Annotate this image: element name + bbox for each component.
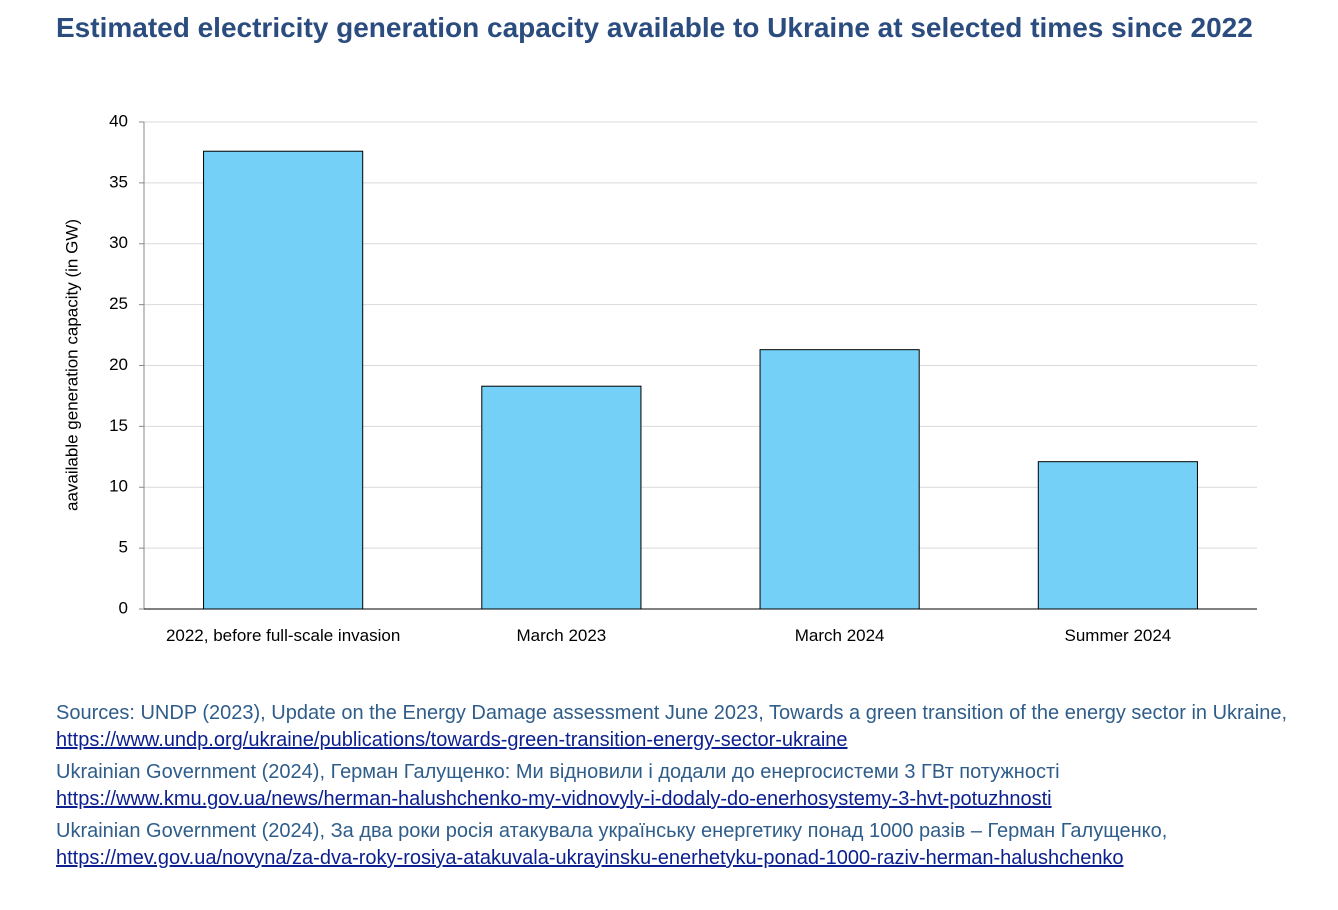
source-text: Ukrainian Government (2024), За два роки…: [56, 820, 1168, 842]
y-tick-label: 5: [119, 538, 128, 557]
y-tick-label: 25: [109, 294, 128, 313]
sources: Sources: UNDP (2023), Update on the Ener…: [56, 700, 1326, 877]
source: Sources: UNDP (2023), Update on the Ener…: [56, 700, 1326, 754]
y-tick-label: 15: [109, 416, 128, 435]
chart: aavailable generation capacity (in GW) 0…: [62, 111, 1257, 617]
x-tick-label: March 2023: [516, 626, 607, 645]
bar: [481, 385, 642, 610]
y-tick-label: 10: [109, 477, 128, 496]
source-text: Ukrainian Government (2024), Герман Галу…: [56, 761, 1060, 783]
y-tick-label: 20: [109, 355, 128, 374]
y-tick-label: 30: [109, 233, 128, 252]
source-link[interactable]: https://www.undp.org/ukraine/publication…: [56, 729, 848, 751]
y-tick-label: 35: [109, 172, 128, 191]
source: Ukrainian Government (2024), За два роки…: [56, 818, 1326, 872]
y-tick-label: 40: [109, 111, 128, 130]
x-tick-label: 2022, before full-scale invasion: [165, 626, 401, 645]
source-link[interactable]: https://www.kmu.gov.ua/news/herman-halus…: [56, 788, 1052, 810]
x-tick-label: Summer 2024: [1064, 626, 1172, 645]
chart-title: Estimated electricity generation capacit…: [56, 12, 1253, 43]
source-link[interactable]: https://mev.gov.ua/novyna/za-dva-roky-ro…: [56, 847, 1124, 869]
y-tick-label: 0: [119, 598, 128, 617]
source-text: Sources: UNDP (2023), Update on the Ener…: [56, 702, 1288, 724]
bar: [203, 150, 364, 610]
source: Ukrainian Government (2024), Герман Галу…: [56, 759, 1326, 813]
bar: [1037, 461, 1198, 610]
y-axis-label: aavailable generation capacity (in GW): [62, 219, 81, 511]
x-tick-label: March 2024: [794, 626, 885, 645]
bar: [759, 349, 920, 610]
